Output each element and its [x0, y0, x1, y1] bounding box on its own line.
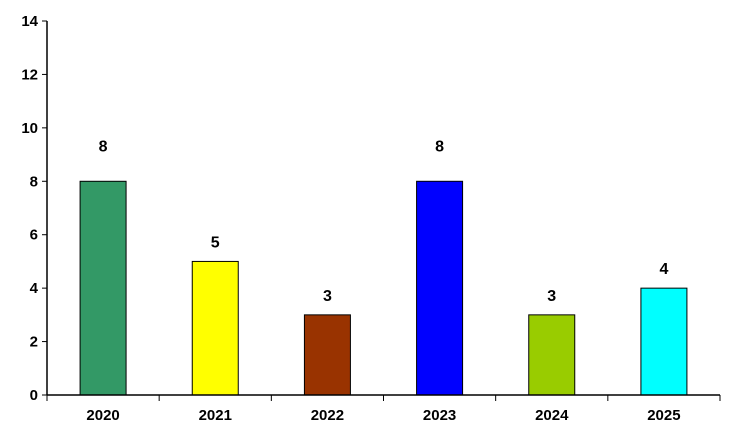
y-tick-label: 0 [30, 387, 38, 404]
y-tick-label: 2 [30, 334, 38, 351]
x-tick-label: 2022 [311, 407, 344, 424]
x-tick-label: 2021 [199, 407, 232, 424]
x-axis-ticks: 2020 2021 2022 2023 2024 2025 [46, 395, 721, 424]
x-tick-label: 2020 [86, 407, 119, 424]
data-labels: 8 5 3 8 3 4 [99, 138, 669, 305]
bar-2021 [191, 260, 239, 396]
x-tick-label: 2025 [647, 407, 680, 424]
bar-2023 [416, 180, 464, 396]
y-tick-label: 10 [21, 120, 38, 137]
y-axis-ticks: 0 2 4 6 8 10 12 14 [21, 13, 47, 404]
x-tick-label: 2023 [423, 407, 456, 424]
y-tick-label: 8 [30, 173, 38, 190]
y-tick-label: 12 [21, 66, 38, 83]
y-tick-label: 6 [30, 227, 38, 244]
y-tick-label: 4 [30, 280, 39, 297]
data-label: 5 [211, 234, 220, 251]
data-label: 8 [435, 138, 444, 155]
data-label: 3 [547, 288, 556, 305]
data-label: 8 [99, 138, 108, 155]
data-label: 4 [659, 261, 668, 278]
data-label: 3 [323, 288, 332, 305]
bar-2025 [640, 287, 688, 396]
bar-2020 [79, 180, 127, 396]
bar-series [79, 180, 688, 396]
bar-2022 [303, 314, 351, 396]
y-tick-label: 14 [21, 13, 38, 30]
axes [46, 21, 720, 396]
x-tick-label: 2024 [535, 407, 569, 424]
bar-2024 [528, 314, 576, 396]
